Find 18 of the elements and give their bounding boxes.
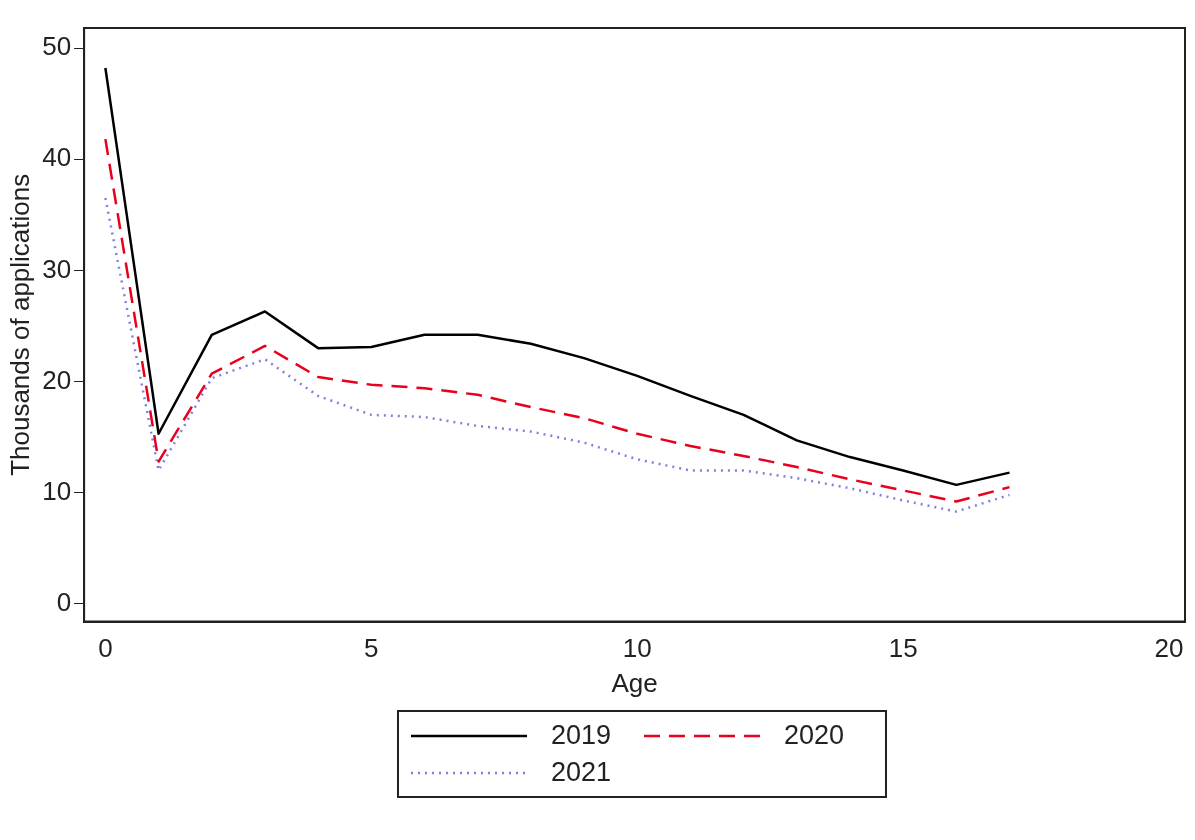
legend-label: 2021: [551, 757, 612, 788]
y-tick-label: 20: [42, 364, 72, 395]
x-tick-label: 10: [622, 633, 652, 664]
x-tick-label: 20: [1154, 633, 1184, 664]
y-tick-label: 30: [42, 253, 72, 284]
y-tick-label: 50: [42, 31, 72, 62]
x-tick-label: 0: [98, 633, 113, 664]
x-tick-label: 15: [888, 633, 918, 664]
line-series: [104, 137, 1011, 503]
y-tick-label: 0: [56, 586, 72, 617]
x-tick-label: 5: [364, 633, 379, 664]
y-tick-label: 10: [42, 475, 72, 506]
y-axis-title: Thousands of applications: [4, 173, 35, 476]
x-axis-title: Age: [611, 667, 658, 698]
line-series: [104, 196, 1011, 513]
legend-label: 2019: [551, 720, 612, 751]
y-tick-label: 40: [42, 142, 72, 173]
legend-label: 2020: [784, 720, 845, 751]
